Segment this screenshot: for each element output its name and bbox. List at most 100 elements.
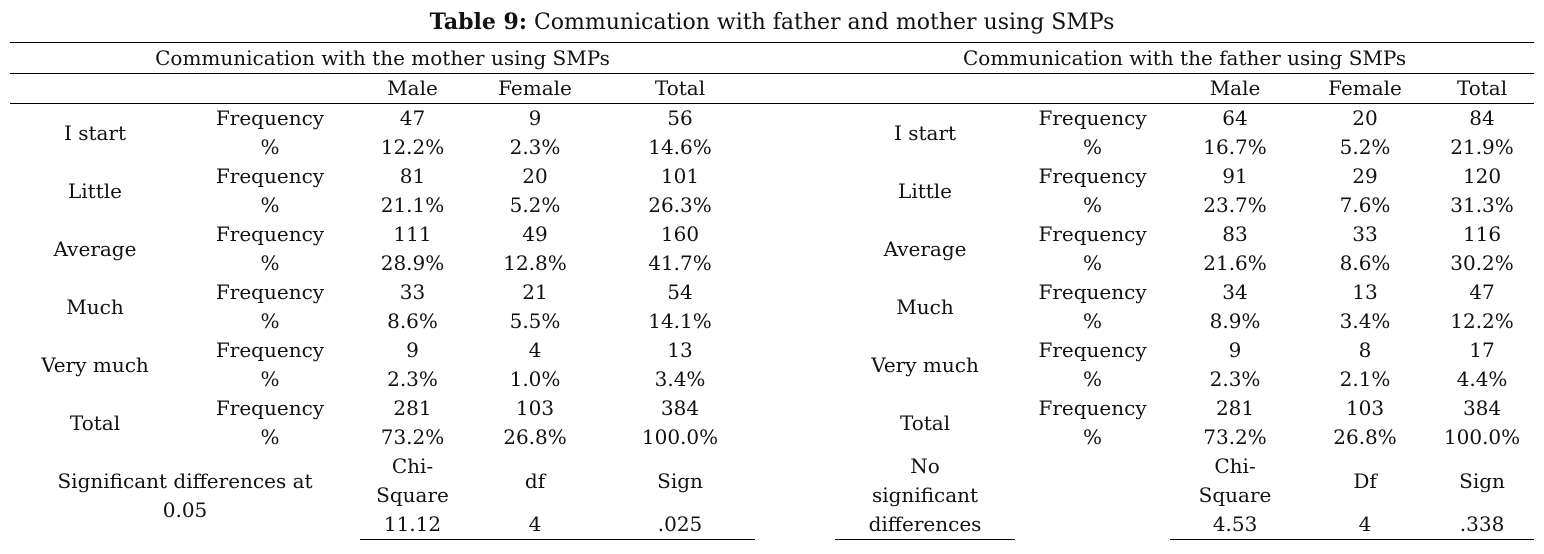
table-caption-text: Communication with father and mother usi… — [526, 10, 1115, 35]
father-category-label: Much — [896, 294, 954, 319]
table-row: % 2.3% 1.0% 3.4%% 2.3% 2.1% 4.4% — [10, 365, 1534, 394]
father-percent-label: % — [1083, 367, 1103, 391]
mother-df-label: df — [524, 468, 546, 493]
communication-table: Communication with the mother using SMPs… — [10, 42, 1535, 540]
table-row: % 8.6% 5.5% 14.1%% 8.9% 3.4% 12.2% — [10, 307, 1534, 336]
mother-percent-cell: 5.5% — [509, 309, 561, 333]
mother-percent-cell: 5.2% — [509, 193, 561, 217]
table-row: Average Frequency 111 49 160 Average Frequency… — [10, 220, 1534, 261]
mother-percent-cell: 12.8% — [503, 251, 567, 275]
father-frequency-cell: 116 — [1462, 222, 1502, 246]
mother-df-value: 4 — [465, 510, 605, 540]
mother-frequency-cell: 21 — [522, 280, 548, 304]
father-frequency-label: Frequency — [1038, 396, 1147, 420]
father-significance-label-line: No — [910, 454, 940, 478]
blank-header-cell — [1015, 73, 1171, 104]
table-row: I start Frequency 47 9 56 I start Frequency 64 2… — [10, 104, 1534, 145]
father-percent-cell: 30.2% — [1450, 251, 1514, 275]
mother-frequency-label: Frequency — [215, 164, 325, 188]
father-total-header: Total — [1430, 73, 1535, 104]
father-df-value: 4 — [1300, 510, 1431, 540]
mother-group-header: Communication with the mother using SMPs — [10, 42, 756, 74]
father-percent-cell: 3.4% — [1339, 309, 1391, 333]
father-percent-cell: 5.2% — [1339, 135, 1391, 159]
mother-category-label: Very much — [41, 352, 149, 377]
mother-frequency-cell: 49 — [522, 222, 548, 246]
father-percent-cell: 21.6% — [1203, 251, 1267, 275]
father-percent-cell: 8.9% — [1209, 309, 1261, 333]
father-frequency-cell: 281 — [1215, 396, 1255, 420]
mother-sign-value: .025 — [605, 510, 756, 540]
blank-header-cell — [835, 73, 1016, 104]
father-frequency-cell: 84 — [1469, 106, 1495, 130]
significance-row: Square significant Square — [10, 481, 1534, 510]
father-percent-cell: 73.2% — [1203, 425, 1267, 449]
father-category-label: Total — [899, 410, 951, 435]
mother-percent-cell: 41.7% — [648, 251, 712, 275]
blank-header-cell — [10, 73, 180, 104]
father-chi-value: 4.53 — [1170, 510, 1301, 540]
mother-frequency-cell: 384 — [660, 396, 700, 420]
mother-percent-label: % — [260, 425, 280, 449]
mother-frequency-cell: 20 — [522, 164, 548, 188]
mother-frequency-cell: 9 — [528, 106, 542, 130]
father-frequency-cell: 64 — [1222, 106, 1248, 130]
mother-chi-label: Square — [376, 483, 449, 507]
mother-percent-cell: 12.2% — [380, 135, 445, 159]
mother-percent-cell: 1.0% — [509, 367, 561, 391]
mother-percent-cell: 14.6% — [648, 135, 712, 159]
father-percent-label: % — [1083, 135, 1103, 159]
significance-row: 11.12 4.025 differences 4.53 4.338 — [10, 510, 1535, 540]
father-frequency-label: Frequency — [1038, 338, 1147, 362]
spacer-cell — [755, 394, 835, 423]
table-row: Little Frequency 81 20 101 Little Frequency 91 2… — [10, 162, 1534, 203]
mother-frequency-cell: 103 — [515, 396, 555, 420]
mother-frequency-label: Frequency — [215, 106, 325, 130]
father-percent-cell: 7.6% — [1339, 193, 1391, 217]
father-percent-cell: 8.6% — [1339, 251, 1391, 275]
mother-percent-label: % — [260, 367, 280, 391]
mother-total-header: Total — [605, 73, 756, 104]
mother-frequency-cell: 101 — [660, 164, 700, 188]
table-caption: Table 9: Communication with father and m… — [0, 0, 1544, 38]
mother-frequency-cell: 56 — [667, 106, 693, 130]
mother-frequency-cell: 160 — [660, 222, 700, 246]
father-category-label: Average — [883, 236, 967, 261]
father-percent-cell: 21.9% — [1450, 135, 1514, 159]
table-row: Much Frequency 33 21 54 Much Frequency 34 13 47 — [10, 278, 1534, 319]
spacer-cell — [755, 307, 835, 336]
father-significance-label-line: significant — [871, 483, 979, 507]
significance-row: Significant differences at 0.05 Chi-df Sign… — [10, 452, 1534, 522]
father-frequency-cell: 83 — [1222, 222, 1248, 246]
mother-percent-label: % — [260, 251, 280, 275]
father-percent-cell: 23.7% — [1203, 193, 1267, 217]
spacer-cell — [755, 220, 835, 249]
father-frequency-label: Frequency — [1038, 222, 1147, 246]
mother-percent-cell: 8.6% — [387, 309, 438, 333]
mother-frequency-cell: 81 — [399, 164, 426, 188]
father-percent-cell: 26.8% — [1333, 425, 1397, 449]
mother-category-label: I start — [63, 120, 127, 145]
mother-percent-label: % — [260, 135, 280, 159]
mother-percent-cell: 28.9% — [380, 251, 445, 275]
father-category-label: Very much — [871, 352, 979, 377]
spacer-cell — [755, 336, 835, 365]
mother-category-label: Much — [66, 294, 124, 319]
father-category-label: I start — [893, 120, 957, 145]
spacer-cell — [755, 365, 835, 394]
father-frequency-label: Frequency — [1038, 280, 1147, 304]
father-male-header: Male — [1170, 73, 1301, 104]
mother-significance-label-line: 0.05 — [162, 497, 208, 522]
father-df-label: Df — [1353, 468, 1377, 493]
father-frequency-cell: 8 — [1358, 338, 1372, 362]
mother-percent-cell: 3.4% — [654, 367, 706, 391]
spacer-cell — [755, 133, 835, 162]
father-frequency-cell: 9 — [1228, 338, 1242, 362]
mother-percent-cell: 2.3% — [387, 367, 438, 391]
mother-category-label: Total — [69, 410, 121, 435]
father-frequency-cell: 20 — [1352, 106, 1378, 130]
father-frequency-cell: 13 — [1352, 280, 1378, 304]
father-significance-label-line: differences — [835, 510, 1016, 540]
father-frequency-cell: 103 — [1345, 396, 1385, 420]
mother-female-header: Female — [465, 73, 605, 104]
